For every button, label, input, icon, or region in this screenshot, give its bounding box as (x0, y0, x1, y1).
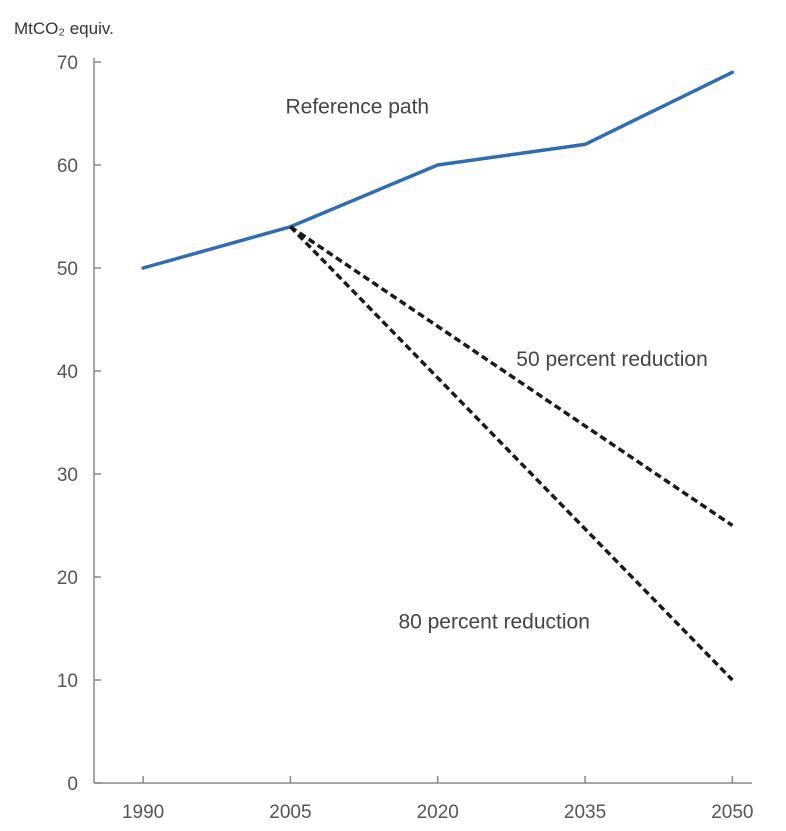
x-tick-label: 2020 (417, 802, 459, 823)
y-tick-label: 0 (67, 774, 78, 795)
x-tick-label: 1990 (122, 802, 164, 823)
x-tick-label: 2035 (564, 802, 606, 823)
y-tick-label: 30 (57, 465, 78, 486)
y-axis-unit-label: MtCO₂ equiv. (14, 19, 114, 38)
y-tick-label: 10 (57, 671, 78, 692)
series-line-50-percent-reduction (289, 225, 734, 527)
series-label: Reference path (286, 96, 430, 119)
y-tick-label: 50 (57, 259, 78, 280)
series-line-80-percent-reduction (289, 225, 734, 682)
series-label: 80 percent reduction (398, 611, 589, 634)
series-layer (141, 70, 735, 682)
series-label: 50 percent reduction (516, 348, 707, 371)
y-tick-label: 20 (57, 568, 78, 589)
series-line-reference-path (141, 70, 735, 270)
y-tick-label: 70 (57, 53, 78, 74)
axes: 0 10 20 30 40 50 60 70 1990 2005 2020 2035 2050 (57, 53, 754, 823)
y-tick-label: 60 (57, 156, 78, 177)
x-tick-label: 2005 (269, 802, 311, 823)
series-labels: Reference path 50 percent reduction 80 per… (286, 96, 708, 634)
y-tick-label: 40 (57, 362, 78, 383)
x-tick-label: 2050 (711, 802, 753, 823)
